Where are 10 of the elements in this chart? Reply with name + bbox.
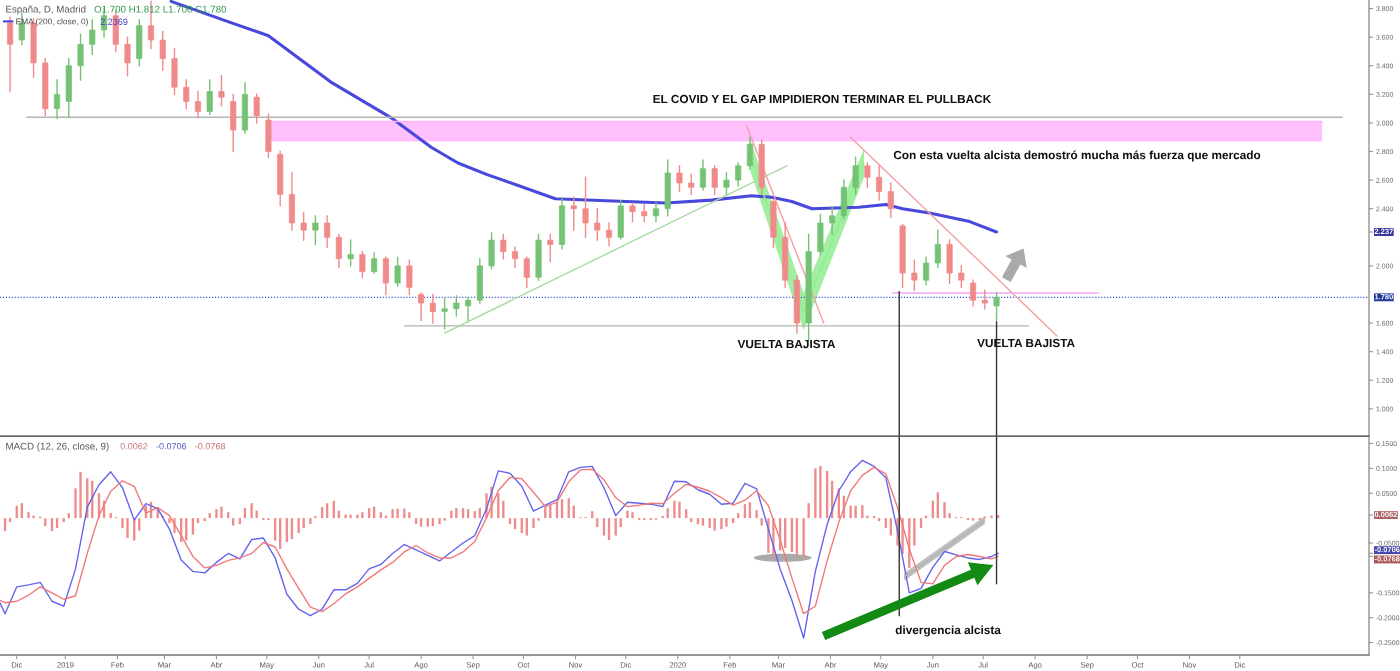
annotation: Con esta vuelta alcista demostró mucha más fuerza que mercado: [893, 150, 1261, 162]
annotation: VUELTA BAJISTA: [737, 339, 836, 349]
annotation: -0.0706: [156, 443, 187, 450]
annotation: -0.0768: [195, 443, 226, 450]
annotation: divergencia alcista: [895, 625, 1001, 637]
annotation: EL COVID Y EL GAP IMPIDIERON TERMINAR EL PULLBACK: [653, 94, 992, 104]
text: MACD (12, 26, close, 9): [6, 442, 109, 452]
annotation: 0.0062: [120, 443, 148, 450]
chart-subtitle: O1.700 H1.812 L1.700 C1.780: [94, 5, 227, 13]
text: España, D, Madrid: [6, 5, 86, 15]
